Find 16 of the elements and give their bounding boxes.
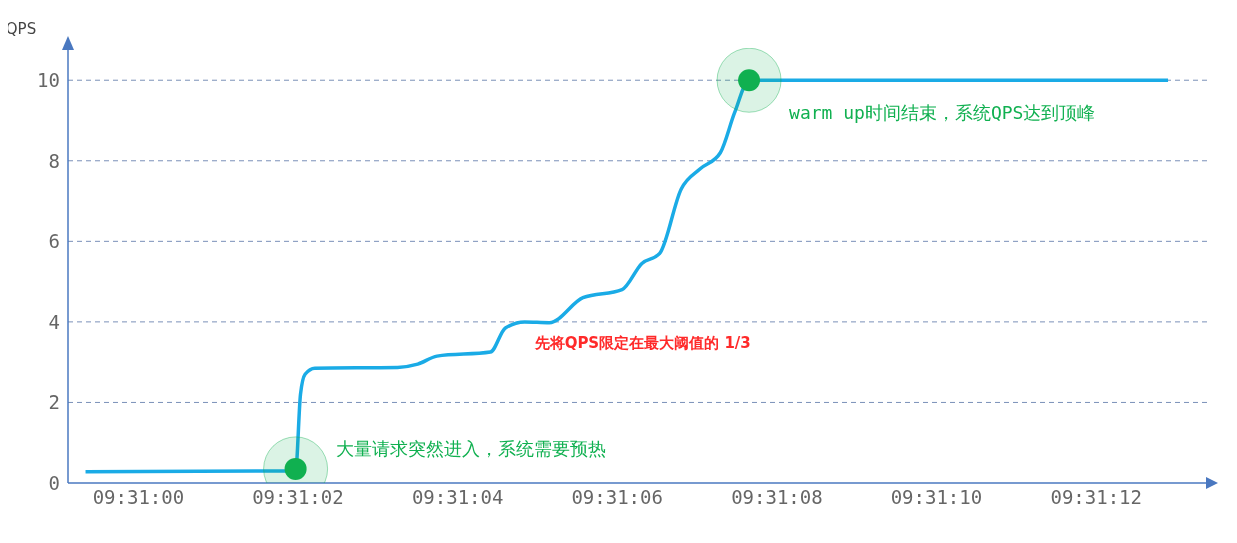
x-tick-label: 09:31:00	[92, 486, 185, 509]
annotation: 先将QPS限定在最大阈值的 1/3	[533, 333, 751, 352]
x-tick-label: 09:31:06	[571, 486, 663, 509]
y-tick-label: 10	[37, 68, 60, 91]
annotation: 大量请求突然进入，系统需要预热	[335, 437, 606, 459]
x-tick-label: 09:31:08	[731, 486, 823, 509]
y-tick-label: 8	[48, 149, 60, 172]
y-tick-label: 0	[48, 471, 60, 494]
x-tick-label: 09:31:04	[411, 486, 504, 509]
x-tick-label: 09:31:10	[890, 486, 983, 509]
y-tick-label: 2	[48, 391, 60, 414]
x-tick-label: 09:31:12	[1050, 486, 1142, 509]
x-tick-label: 09:31:02	[252, 486, 344, 509]
y-tick-label: 4	[48, 310, 60, 333]
y-tick-label: 6	[48, 230, 60, 253]
annotation: warm up时间结束，系统QPS达到顶峰	[789, 102, 1096, 124]
